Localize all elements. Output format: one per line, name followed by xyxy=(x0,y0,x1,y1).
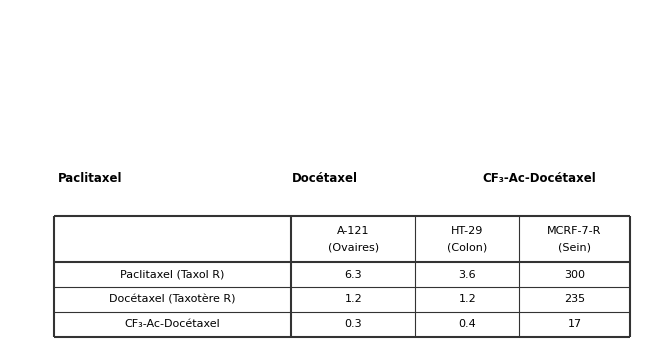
Text: Paclitaxel: Paclitaxel xyxy=(58,172,123,185)
Text: 17: 17 xyxy=(567,319,582,329)
Text: (Sein): (Sein) xyxy=(558,243,591,253)
Text: Docétaxel (Taxotère R): Docétaxel (Taxotère R) xyxy=(109,294,236,304)
Text: CF₃-Ac-Docétaxel: CF₃-Ac-Docétaxel xyxy=(125,319,220,329)
Text: MCRF-7-R: MCRF-7-R xyxy=(547,226,602,236)
Text: A-121: A-121 xyxy=(337,226,370,236)
Text: 6.3: 6.3 xyxy=(344,269,362,279)
Text: 1.2: 1.2 xyxy=(458,294,476,304)
Text: CF₃-Ac-Docétaxel: CF₃-Ac-Docétaxel xyxy=(482,172,596,185)
Text: 300: 300 xyxy=(564,269,585,279)
Text: 1.2: 1.2 xyxy=(344,294,362,304)
Text: (Ovaires): (Ovaires) xyxy=(328,243,379,253)
Text: Paclitaxel (Taxol R): Paclitaxel (Taxol R) xyxy=(121,269,224,279)
Text: 0.4: 0.4 xyxy=(458,319,476,329)
Text: Docétaxel: Docétaxel xyxy=(292,172,358,185)
Text: HT-29: HT-29 xyxy=(451,226,484,236)
Text: 0.3: 0.3 xyxy=(344,319,362,329)
Text: (Colon): (Colon) xyxy=(447,243,488,253)
Text: 3.6: 3.6 xyxy=(458,269,476,279)
Text: 235: 235 xyxy=(564,294,585,304)
